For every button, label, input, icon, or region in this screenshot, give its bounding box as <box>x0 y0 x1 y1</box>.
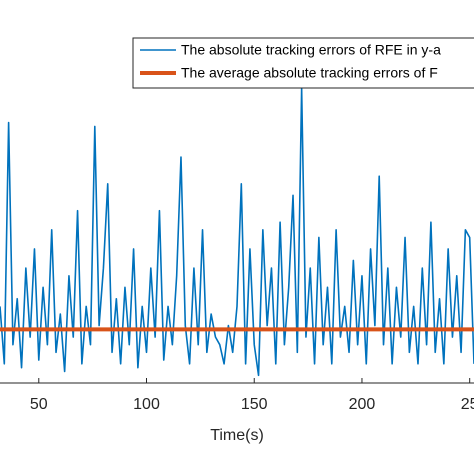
data-line <box>0 87 474 377</box>
x-axis-label: Time(s) <box>210 427 264 444</box>
legend: The absolute tracking errors of RFE in y… <box>132 37 474 89</box>
legend-box <box>132 37 474 89</box>
x-tick-label: 150 <box>241 396 268 413</box>
legend-label: The absolute tracking errors of RFE in y… <box>181 42 441 58</box>
x-tick-label: 50 <box>30 396 48 413</box>
x-tick-label: 25 <box>461 396 474 413</box>
x-tick-label: 200 <box>349 396 376 413</box>
x-tick-label: 100 <box>133 396 160 413</box>
legend-label: The average absolute tracking errors of … <box>181 65 438 81</box>
